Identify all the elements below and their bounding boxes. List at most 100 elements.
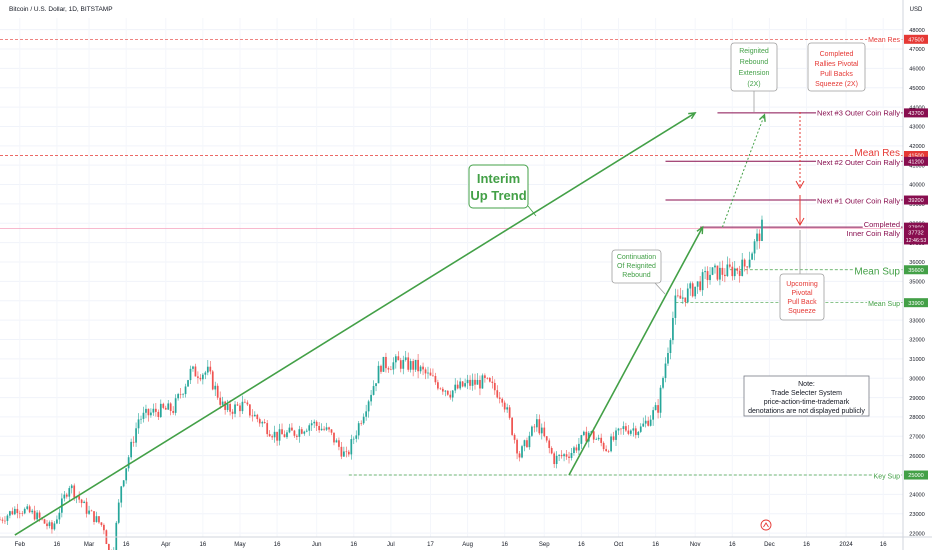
candle-body[interactable] — [154, 408, 157, 412]
candle-body[interactable] — [535, 419, 538, 428]
candle-body[interactable] — [197, 376, 199, 378]
price-axis[interactable]: 22000 23000 24000 25000 26000 27000 28000 29000… — [904, 28, 928, 538]
candle-body[interactable] — [117, 502, 120, 523]
candle-body[interactable] — [150, 412, 152, 416]
candle-body[interactable] — [377, 365, 380, 384]
candle-body[interactable] — [610, 436, 612, 452]
candle-body[interactable] — [553, 453, 556, 465]
candle-body[interactable] — [496, 390, 499, 398]
candle-body[interactable] — [293, 430, 296, 436]
candle-body[interactable] — [13, 508, 16, 515]
candle-body[interactable] — [654, 405, 657, 411]
candle-body[interactable] — [726, 264, 729, 277]
candle-body[interactable] — [313, 421, 316, 424]
candle-body[interactable] — [174, 398, 177, 413]
candle-body[interactable] — [276, 431, 278, 441]
candle-body[interactable] — [372, 386, 375, 395]
candle-body[interactable] — [501, 398, 504, 403]
trend-line[interactable] — [568, 226, 704, 476]
candle-body[interactable] — [600, 437, 603, 443]
candle-body[interactable] — [58, 512, 61, 520]
candle-body[interactable] — [711, 267, 714, 275]
candle-body[interactable] — [491, 381, 494, 383]
candle-body[interactable] — [244, 401, 246, 403]
candle-body[interactable] — [234, 404, 236, 414]
candle-body[interactable] — [385, 356, 387, 369]
candle-body[interactable] — [493, 382, 496, 391]
candle-body[interactable] — [298, 429, 301, 437]
candle-body[interactable] — [565, 454, 568, 457]
candle-body[interactable] — [367, 401, 370, 412]
candle-body[interactable] — [662, 377, 664, 388]
candle-body[interactable] — [140, 418, 142, 420]
candle-body[interactable] — [266, 423, 269, 435]
reignited-extension-label[interactable]: Reignited Rebound Extension (2X) — [730, 42, 778, 112]
candle-body[interactable] — [308, 425, 311, 431]
candle-body[interactable] — [459, 381, 462, 389]
candle-body[interactable] — [132, 441, 135, 443]
candle-body[interactable] — [137, 419, 140, 429]
candle-body[interactable] — [602, 442, 605, 450]
candle-body[interactable] — [16, 508, 19, 514]
candle-body[interactable] — [95, 516, 98, 522]
candle-body[interactable] — [397, 356, 400, 361]
candle-body[interactable] — [672, 317, 674, 341]
note-box[interactable]: Note: Trade Selecter System price-action… — [743, 375, 870, 417]
candle-body[interactable] — [521, 446, 523, 458]
candle-body[interactable] — [271, 436, 274, 438]
candle-body[interactable] — [164, 407, 167, 410]
candle-body[interactable] — [469, 379, 471, 386]
candle-body[interactable] — [201, 374, 204, 380]
candle-body[interactable] — [659, 387, 662, 413]
candle-body[interactable] — [38, 512, 41, 518]
candle-body[interactable] — [706, 271, 709, 281]
candle-body[interactable] — [434, 375, 437, 383]
candle-body[interactable] — [169, 403, 172, 411]
candle-body[interactable] — [634, 428, 637, 436]
candle-body[interactable] — [350, 439, 353, 455]
candle-body[interactable] — [147, 408, 150, 416]
candle-body[interactable] — [538, 419, 541, 434]
candle-body[interactable] — [540, 427, 543, 434]
upcoming-pullback-label[interactable]: Upcoming Pivotal Pull Back Squeeze — [779, 273, 825, 321]
candle-body[interactable] — [345, 451, 348, 453]
candle-body[interactable] — [375, 383, 377, 387]
candle-body[interactable] — [48, 522, 51, 527]
candle-body[interactable] — [407, 357, 410, 370]
candle-body[interactable] — [479, 379, 481, 389]
candle-body[interactable] — [585, 431, 588, 442]
candle-body[interactable] — [68, 488, 71, 497]
trend-line[interactable] — [14, 112, 696, 536]
candle-body[interactable] — [748, 259, 751, 268]
candle-body[interactable] — [558, 454, 560, 456]
candle-body[interactable] — [756, 233, 758, 242]
candle-body[interactable] — [738, 270, 741, 276]
candle-body[interactable] — [120, 486, 123, 503]
candle-body[interactable] — [432, 375, 434, 377]
candle-body[interactable] — [56, 519, 58, 524]
candle-body[interactable] — [709, 274, 711, 281]
candle-body[interactable] — [513, 434, 516, 440]
candle-body[interactable] — [281, 429, 283, 435]
candle-body[interactable] — [142, 412, 145, 419]
candle-body[interactable] — [157, 411, 160, 417]
candle-body[interactable] — [18, 513, 21, 514]
candle-body[interactable] — [691, 283, 694, 297]
candle-body[interactable] — [526, 440, 528, 448]
candle-body[interactable] — [498, 397, 501, 399]
candle-body[interactable] — [31, 510, 34, 513]
candle-body[interactable] — [484, 375, 486, 378]
candle-body[interactable] — [179, 394, 182, 395]
candle-body[interactable] — [664, 363, 667, 378]
candle-body[interactable] — [639, 426, 642, 432]
candle-body[interactable] — [182, 394, 184, 395]
candle-body[interactable] — [746, 266, 749, 268]
candle-body[interactable] — [424, 369, 427, 374]
candle-body[interactable] — [46, 523, 48, 527]
candle-body[interactable] — [360, 423, 363, 424]
candle-body[interactable] — [310, 423, 313, 426]
candle-body[interactable] — [644, 420, 647, 424]
candle-body[interactable] — [380, 365, 382, 372]
candle-body[interactable] — [390, 369, 392, 371]
candle-body[interactable] — [328, 427, 330, 430]
